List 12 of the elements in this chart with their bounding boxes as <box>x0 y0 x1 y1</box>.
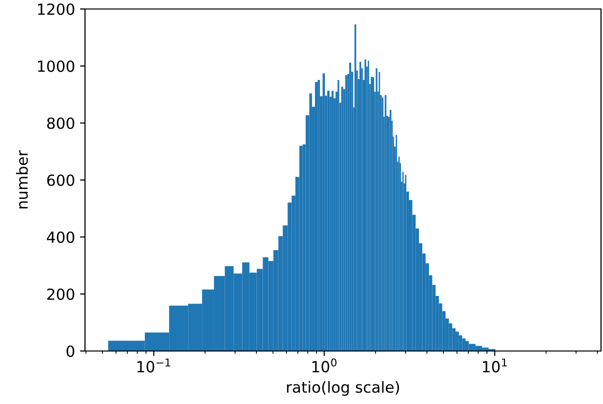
y-tick-label: 200 <box>47 288 74 300</box>
x-axis-title: ratio(log scale) <box>287 381 400 396</box>
x-tick-label: 10$^{1}$ <box>482 358 507 372</box>
y-axis-title: number <box>16 150 28 208</box>
x-tick-label: 10$^{−1}$ <box>138 358 170 372</box>
y-tick-label: 400 <box>46 231 74 244</box>
y-tick-label: 600 <box>47 174 74 186</box>
x-tick-label: 10$^{0}$ <box>312 358 336 372</box>
y-tick-label: 0 <box>66 345 74 358</box>
y-tick-label: 800 <box>47 117 74 130</box>
y-tick-label: 1200 <box>38 3 74 16</box>
y-tick-label: 1000 <box>38 60 74 72</box>
